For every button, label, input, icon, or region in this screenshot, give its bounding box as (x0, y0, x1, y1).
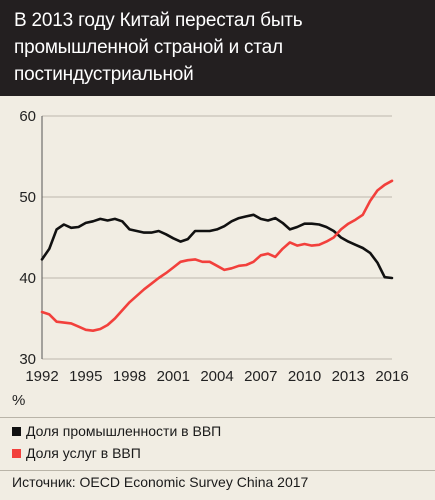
legend-swatch-industry (12, 426, 21, 436)
x-tick-label-1995: 1995 (69, 368, 102, 385)
y-tick-label-30: 30 (19, 351, 36, 368)
y-unit-label: % (12, 392, 25, 409)
source-divider (0, 470, 435, 471)
line-chart: 30 40 50 60 1992 1995 1998 2001 2004 2007 2010 2013… (12, 108, 409, 409)
y-tick-label-50: 50 (19, 189, 36, 206)
legend-label-industry: Доля промышленности в ВВП (26, 423, 222, 439)
title-line-1: В 2013 году Китай перестал быть (14, 10, 303, 31)
x-tick-label-1998: 1998 (113, 368, 146, 385)
x-tick-label-2001: 2001 (157, 368, 190, 385)
x-tick-label-2007: 2007 (244, 368, 277, 385)
legend-label-services: Доля услуг в ВВП (26, 445, 141, 461)
x-tick-label-2004: 2004 (200, 368, 233, 385)
services-share-line (40, 179, 394, 332)
y-tick-label-60: 60 (19, 108, 36, 125)
y-tick-label-40: 40 (19, 270, 36, 287)
source-note: Источник: OECD Economic Survey China 201… (12, 474, 309, 490)
industry-share-line (40, 213, 394, 280)
title-line-2: промышленной страной и стал (14, 37, 283, 58)
legend: Доля промышленности в ВВП Доля услуг в В… (12, 420, 432, 464)
legend-divider (0, 417, 435, 418)
x-tick-label-1992: 1992 (25, 368, 58, 385)
chart-title: В 2013 году Китай перестал быть промышле… (0, 0, 435, 96)
x-tick-label-2013: 2013 (332, 368, 365, 385)
x-tick-label-2016: 2016 (375, 368, 408, 385)
legend-item-services: Доля услуг в ВВП (12, 442, 432, 464)
title-line-3: постиндустриальной (14, 64, 194, 85)
legend-item-industry: Доля промышленности в ВВП (12, 420, 432, 442)
legend-swatch-services (12, 448, 21, 458)
x-tick-label-2010: 2010 (288, 368, 321, 385)
